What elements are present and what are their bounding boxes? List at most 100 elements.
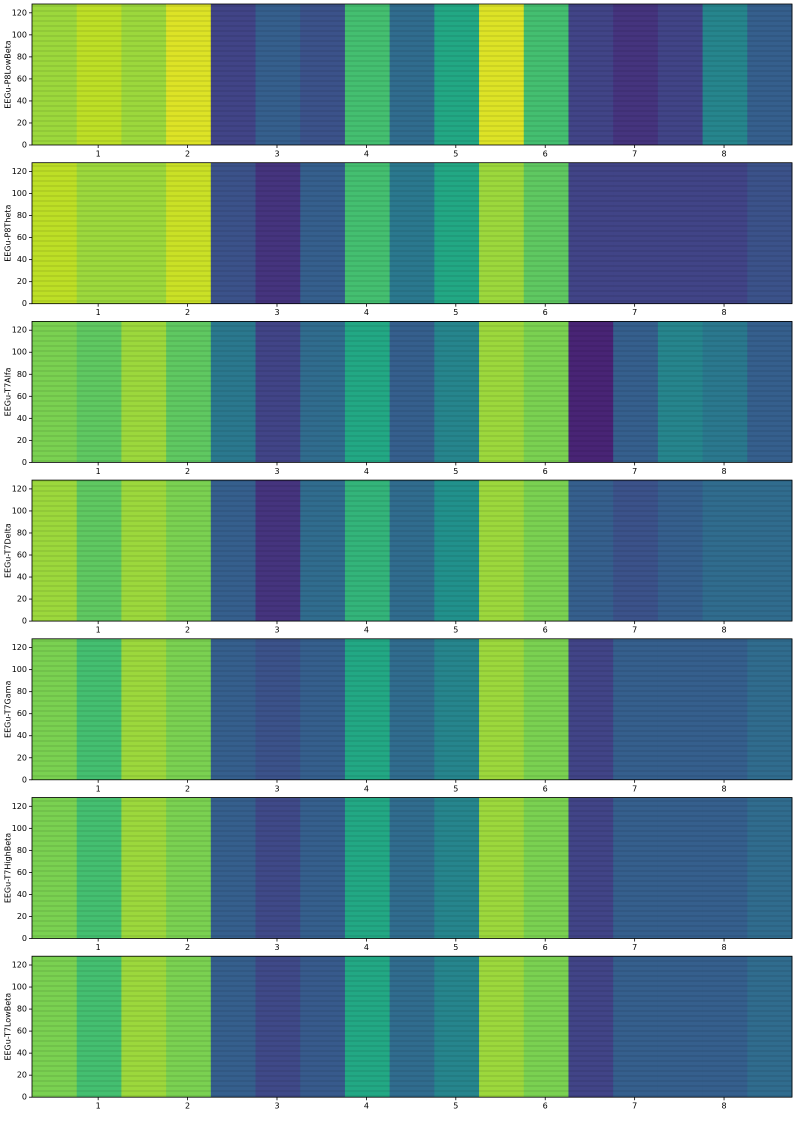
x-tick-label: 6 <box>543 308 548 317</box>
x-tick-label: 2 <box>185 467 190 476</box>
x-tick-label: 4 <box>364 150 369 159</box>
x-tick-label: 2 <box>185 943 190 952</box>
texture <box>32 797 792 939</box>
x-tick-label: 5 <box>453 308 458 317</box>
y-tick-label: 40 <box>17 573 27 582</box>
x-tick-label: 2 <box>185 784 190 793</box>
y-tick-label: 20 <box>17 118 27 127</box>
texture <box>32 4 792 145</box>
y-tick-label: 0 <box>22 299 27 308</box>
x-tick-label: 6 <box>543 943 548 952</box>
y-tick-label: 120 <box>12 484 27 493</box>
x-tick-label: 1 <box>96 150 101 159</box>
y-tick-label: 100 <box>12 348 27 357</box>
x-tick-label: 7 <box>632 308 637 317</box>
x-tick-label: 6 <box>543 626 548 635</box>
x-tick-label: 4 <box>364 308 369 317</box>
y-tick-label: 120 <box>12 961 27 970</box>
x-tick-label: 4 <box>364 467 369 476</box>
y-tick-label: 80 <box>17 52 27 61</box>
x-tick-label: 8 <box>722 150 727 159</box>
x-tick-label: 8 <box>722 943 727 952</box>
texture <box>32 162 792 304</box>
x-tick-label: 3 <box>274 784 279 793</box>
y-tick-label: 40 <box>17 255 27 264</box>
x-tick-label: 1 <box>96 308 101 317</box>
x-tick-label: 8 <box>722 467 727 476</box>
y-tick-label: 120 <box>12 802 27 811</box>
x-tick-label: 8 <box>722 1102 727 1111</box>
x-tick-label: 6 <box>543 1102 548 1111</box>
x-tick-label: 2 <box>185 626 190 635</box>
y-tick-label: 120 <box>12 8 27 17</box>
x-tick-label: 1 <box>96 784 101 793</box>
y-axis-label: EEGu-T7Alfa <box>4 367 13 416</box>
frame <box>31 479 793 622</box>
y-tick-label: 0 <box>22 141 27 150</box>
y-tick-label: 60 <box>17 709 27 718</box>
x-tick-label: 5 <box>453 467 458 476</box>
y-tick-label: 40 <box>17 1049 27 1058</box>
x-tick-label: 5 <box>453 1102 458 1111</box>
y-tick-label: 100 <box>12 506 27 515</box>
y-tick-label: 60 <box>17 392 27 401</box>
y-axis-label: EEGu-P8LowBeta <box>4 40 13 108</box>
texture <box>32 956 792 1098</box>
x-tick-label: 2 <box>185 1102 190 1111</box>
x-tick-label: 8 <box>722 784 727 793</box>
y-tick-label: 80 <box>17 687 27 696</box>
x-tick-label: 8 <box>722 626 727 635</box>
x-tick-label: 5 <box>453 943 458 952</box>
y-tick-label: 120 <box>12 167 27 176</box>
y-tick-label: 80 <box>17 370 27 379</box>
texture <box>32 321 792 463</box>
x-tick-label: 6 <box>543 784 548 793</box>
y-tick-label: 80 <box>17 211 27 220</box>
y-tick-label: 100 <box>12 824 27 833</box>
x-tick-label: 3 <box>274 1102 279 1111</box>
x-tick-label: 7 <box>632 1102 637 1111</box>
y-tick-label: 0 <box>22 458 27 467</box>
x-tick-label: 6 <box>543 150 548 159</box>
x-tick-label: 4 <box>364 626 369 635</box>
y-tick-label: 100 <box>12 189 27 198</box>
x-tick-label: 3 <box>274 943 279 952</box>
x-tick-label: 5 <box>453 784 458 793</box>
y-tick-label: 40 <box>17 414 27 423</box>
frame <box>31 3 793 146</box>
y-tick-label: 100 <box>12 30 27 39</box>
y-tick-label: 20 <box>17 1071 27 1080</box>
y-tick-label: 120 <box>12 326 27 335</box>
y-tick-label: 20 <box>17 912 27 921</box>
x-tick-label: 5 <box>453 626 458 635</box>
y-tick-label: 80 <box>17 1005 27 1014</box>
frame <box>31 320 793 463</box>
y-axis-label: EEGu-T7LowBeta <box>4 993 13 1061</box>
x-tick-label: 1 <box>96 943 101 952</box>
x-tick-label: 4 <box>364 943 369 952</box>
texture <box>32 638 792 780</box>
y-axis-label: EEGu-T7Delta <box>4 523 13 578</box>
y-tick-label: 100 <box>12 665 27 674</box>
y-tick-label: 40 <box>17 890 27 899</box>
x-tick-label: 6 <box>543 467 548 476</box>
y-tick-label: 20 <box>17 277 27 286</box>
x-tick-label: 3 <box>274 150 279 159</box>
x-tick-label: 3 <box>274 308 279 317</box>
y-tick-label: 20 <box>17 436 27 445</box>
x-tick-label: 4 <box>364 1102 369 1111</box>
x-tick-label: 5 <box>453 150 458 159</box>
frame <box>31 797 793 939</box>
y-tick-label: 0 <box>22 617 27 626</box>
x-tick-label: 3 <box>274 467 279 476</box>
y-tick-label: 20 <box>17 595 27 604</box>
texture <box>32 480 792 622</box>
x-tick-label: 2 <box>185 308 190 317</box>
y-tick-label: 100 <box>12 983 27 992</box>
y-tick-label: 60 <box>17 74 27 83</box>
y-axis-label: EEGu-P8Theta <box>4 205 13 262</box>
frame <box>31 638 793 781</box>
y-tick-label: 60 <box>17 868 27 877</box>
x-tick-label: 3 <box>274 626 279 635</box>
